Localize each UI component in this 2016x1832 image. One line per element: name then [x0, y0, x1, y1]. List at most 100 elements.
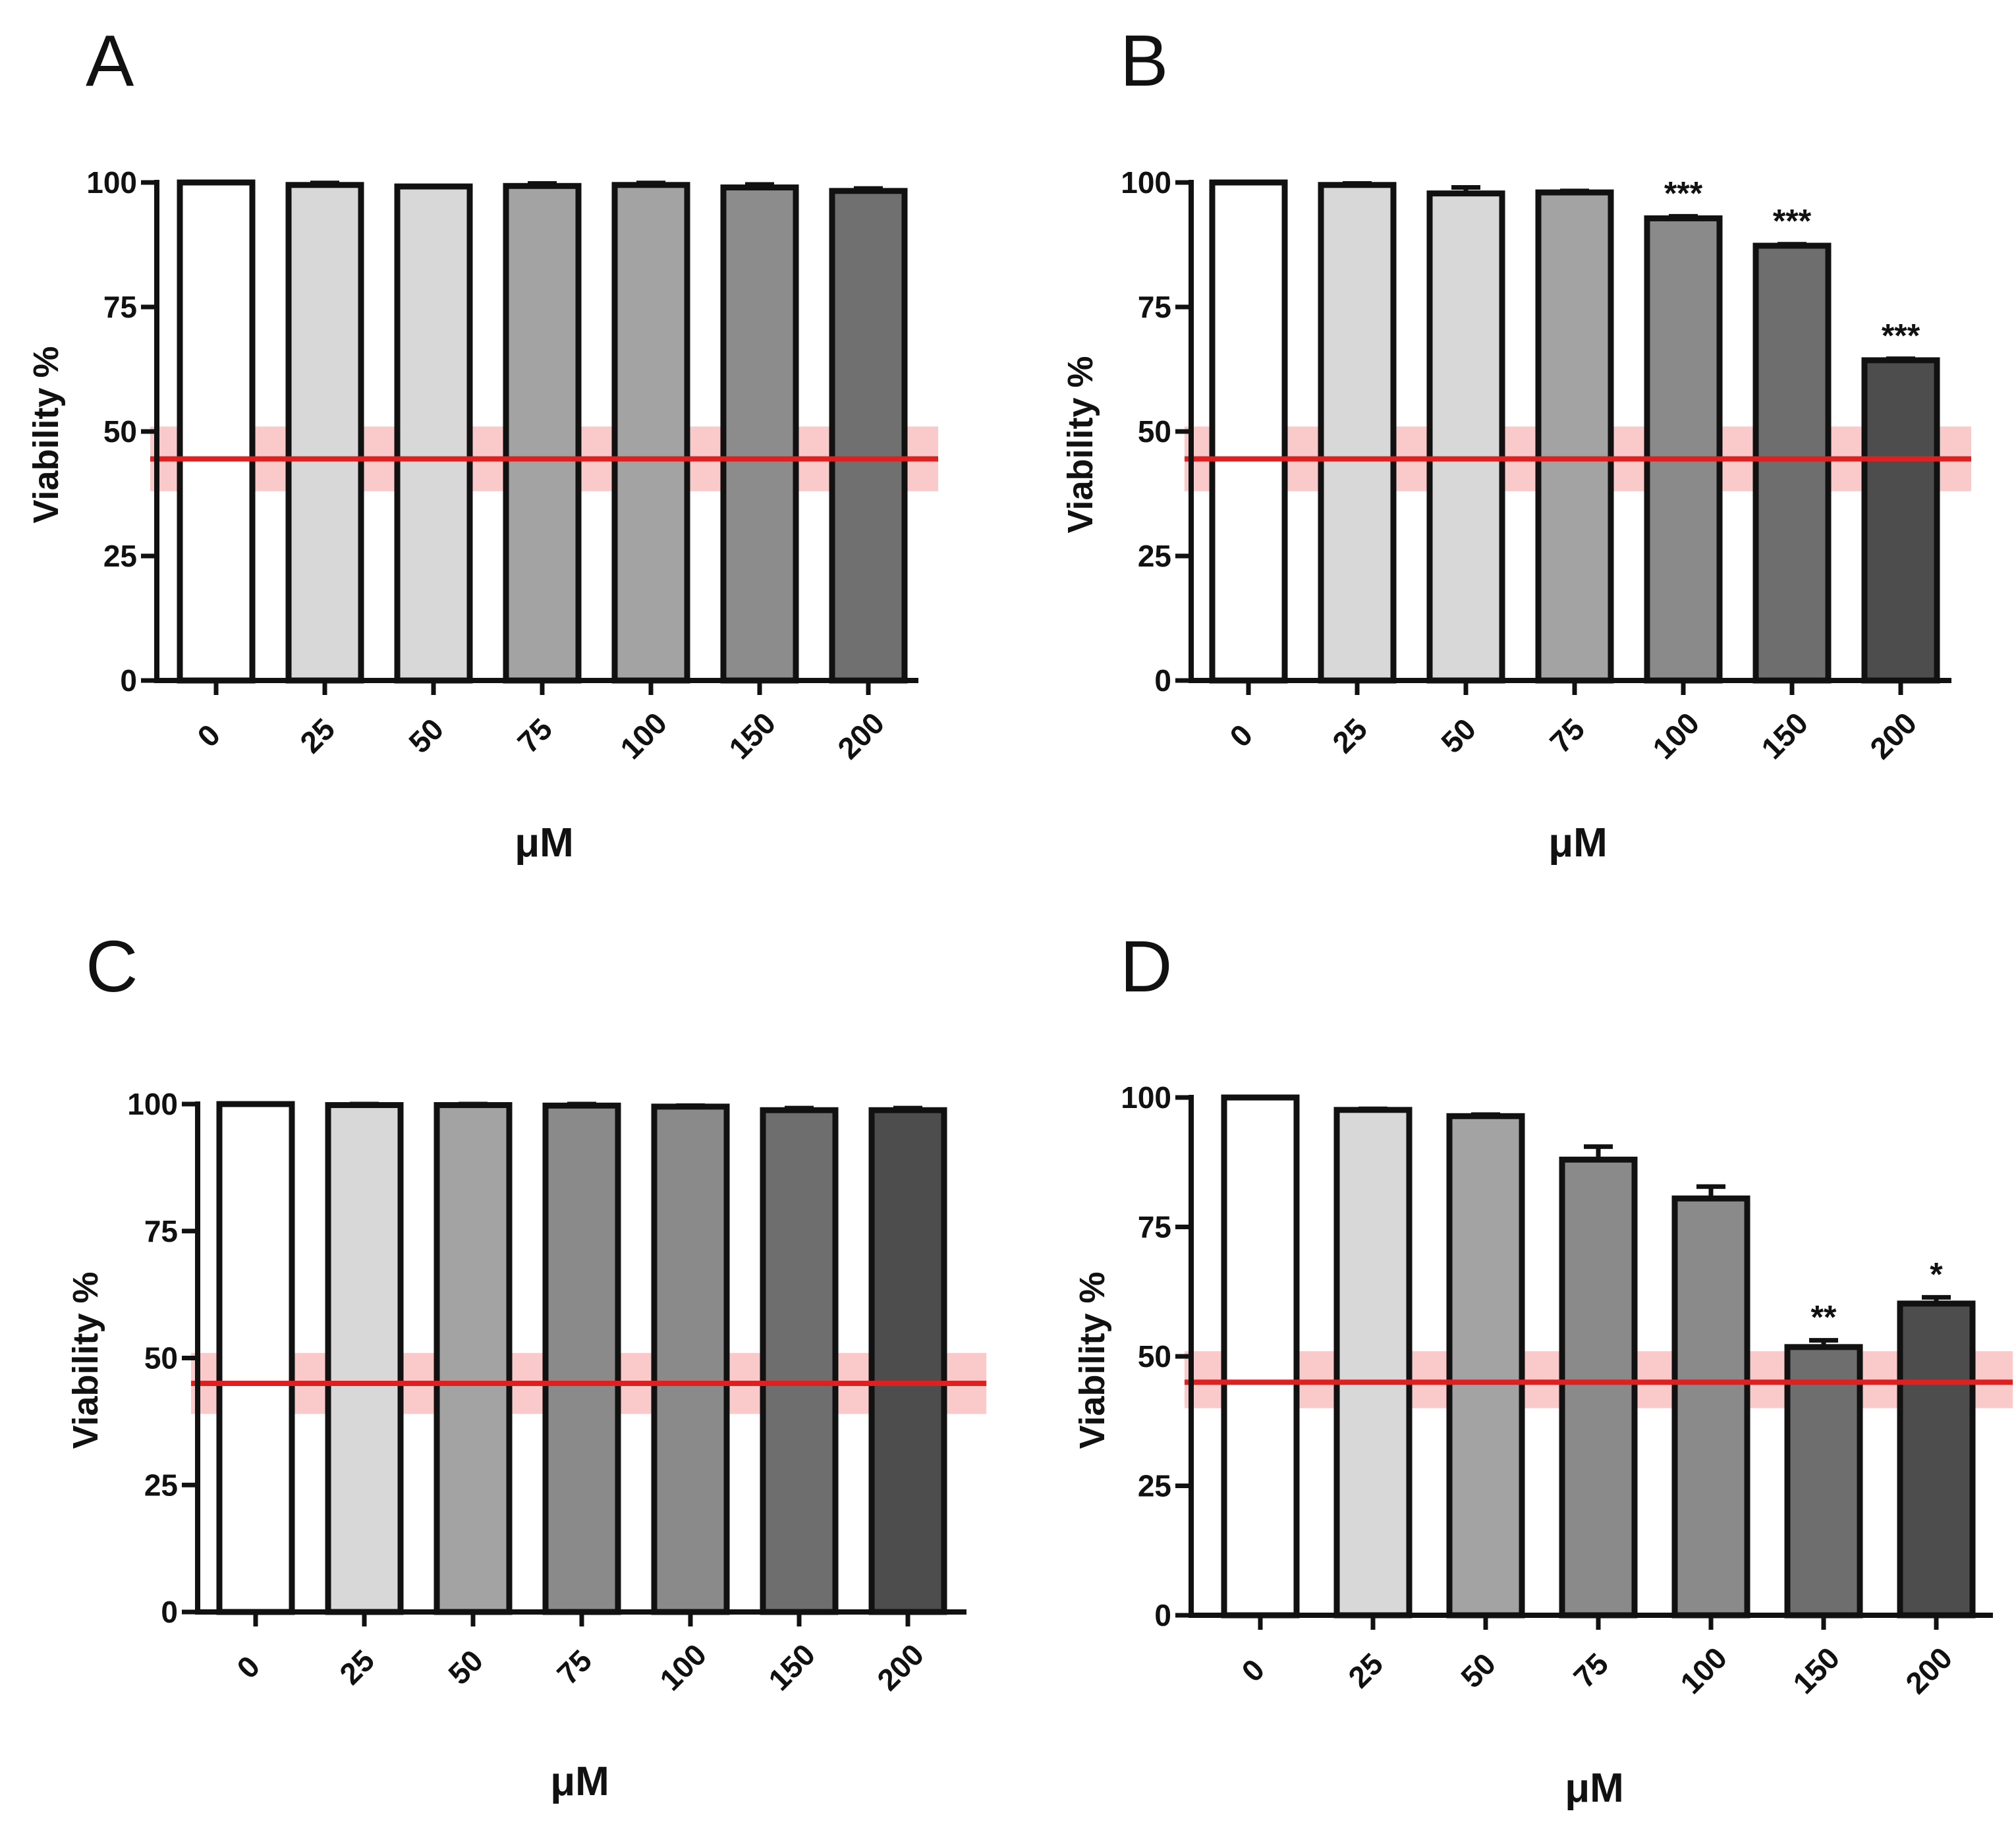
- bar-25: [1333, 1107, 1413, 1619]
- bar-150: [760, 1107, 839, 1615]
- bar-50: [1426, 190, 1505, 684]
- x-tick-label-150: 150: [762, 1637, 822, 1697]
- significance-marker-150: ***: [1773, 203, 1812, 240]
- plot-area-c: 0 25 50 75 100 150 200 0 25 50 75 100: [127, 1087, 986, 1697]
- x-tick-label-100: 100: [1646, 706, 1706, 765]
- bar-100: [1671, 1195, 1750, 1619]
- bar-100: [611, 182, 690, 684]
- x-tick-label-75: 75: [550, 1643, 598, 1691]
- bar-25: [325, 1102, 404, 1615]
- bar-200: [829, 188, 908, 684]
- x-tick-label-100: 100: [653, 1637, 713, 1697]
- chart-panel-a: A Viability % μM 0 25 50 75 100 150 200 0 25 50 75…: [26, 20, 938, 866]
- bar-150: [720, 184, 799, 684]
- bar-75: [1535, 189, 1614, 684]
- bar-50: [1446, 1113, 1525, 1619]
- y-tick-label-100: 100: [1121, 165, 1171, 200]
- x-tick-label-0: 0: [230, 1649, 266, 1685]
- bar-0: [1221, 1094, 1300, 1619]
- chart-panel-c: C Viability % μM 0 25 50 75 100 150 200 0 25 50 75…: [66, 926, 986, 1804]
- x-tick-label-25: 25: [293, 711, 341, 760]
- y-tick-label-100: 100: [1121, 1080, 1171, 1115]
- bar-50: [434, 1102, 513, 1615]
- bar-75: [542, 1102, 621, 1615]
- y-tick-label-75: 75: [103, 290, 137, 324]
- panel-label-c: C: [86, 926, 138, 1007]
- x-axis-label-a: μM: [515, 820, 574, 866]
- x-tick-label-0: 0: [190, 717, 227, 754]
- x-tick-label-50: 50: [441, 1643, 490, 1691]
- x-tick-label-200: 200: [1863, 706, 1923, 765]
- x-tick-label-0: 0: [1223, 717, 1259, 754]
- plot-area-d: 0 25 50 75 100 ** 150 * 200 0 25 50 75 100: [1121, 1080, 2013, 1700]
- y-axis-label-b: Viability %: [1061, 356, 1100, 533]
- significance-marker-200: *: [1930, 1256, 1943, 1292]
- x-axis-label-c: μM: [550, 1759, 609, 1804]
- bar-100: [1644, 215, 1723, 684]
- x-tick-label-200: 200: [831, 706, 891, 765]
- y-tick-label-25: 25: [1138, 1469, 1171, 1503]
- chart-panel-b: B Viability % μM 0 25 50 75 *** 100 *** 150 *** 2…: [1061, 20, 1971, 866]
- y-tick-label-0: 0: [120, 663, 137, 698]
- chart-panel-d: D Viability % μM 0 25 50 75 100 ** 150 * 200 0 25 5…: [1073, 926, 2013, 1811]
- y-tick-label-50: 50: [103, 414, 137, 449]
- significance-marker-100: ***: [1664, 175, 1703, 211]
- significance-marker-150: **: [1811, 1299, 1837, 1336]
- bar-150: [1784, 1344, 1863, 1619]
- x-axis-label-b: μM: [1548, 820, 1608, 866]
- bar-0: [1209, 179, 1288, 684]
- y-tick-label-25: 25: [103, 539, 137, 573]
- bar-50: [394, 183, 473, 684]
- bar-25: [285, 182, 364, 684]
- x-tick-label-50: 50: [1454, 1646, 1502, 1694]
- y-tick-label-25: 25: [144, 1468, 178, 1502]
- bar-75: [503, 182, 582, 684]
- y-tick-label-75: 75: [1138, 1210, 1171, 1244]
- y-axis-label-a: Viability %: [26, 346, 66, 523]
- bar-200: [868, 1107, 947, 1615]
- x-tick-label-25: 25: [1326, 711, 1374, 760]
- x-tick-label-25: 25: [333, 1643, 381, 1691]
- x-tick-label-150: 150: [722, 706, 782, 765]
- panel-label-d: D: [1120, 926, 1172, 1007]
- bar-150: [1752, 242, 1832, 684]
- y-tick-label-25: 25: [1138, 539, 1171, 573]
- y-tick-label-100: 100: [86, 165, 137, 200]
- y-tick-label-50: 50: [1138, 414, 1171, 449]
- bar-0: [216, 1101, 295, 1615]
- x-tick-label-150: 150: [1786, 1640, 1846, 1700]
- y-tick-label-50: 50: [1138, 1339, 1171, 1374]
- panel-label-b: B: [1120, 20, 1168, 101]
- plot-area-b: 0 25 50 75 *** 100 *** 150 *** 200 0 25 50 75 100: [1121, 165, 1971, 765]
- significance-marker-200: ***: [1882, 318, 1920, 354]
- bar-75: [1559, 1156, 1638, 1619]
- y-axis-label-c: Viability %: [66, 1271, 105, 1449]
- x-axis-label-d: μM: [1565, 1765, 1624, 1811]
- x-tick-label-200: 200: [1899, 1640, 1959, 1700]
- bar-200: [1861, 357, 1940, 684]
- y-tick-label-100: 100: [127, 1087, 178, 1121]
- x-tick-label-200: 200: [870, 1637, 930, 1697]
- x-tick-label-75: 75: [1543, 711, 1591, 760]
- y-tick-label-0: 0: [1154, 663, 1171, 698]
- x-tick-label-150: 150: [1754, 706, 1814, 765]
- x-tick-label-25: 25: [1341, 1646, 1389, 1694]
- bar-100: [651, 1103, 730, 1615]
- x-tick-label-75: 75: [1567, 1646, 1615, 1694]
- y-tick-label-75: 75: [1138, 290, 1171, 324]
- x-tick-label-100: 100: [1673, 1640, 1733, 1700]
- y-tick-label-75: 75: [144, 1214, 178, 1248]
- y-tick-label-0: 0: [1154, 1598, 1171, 1632]
- plot-area-a: 0 25 50 75 100 150 200 0 25 50 75 100: [86, 165, 938, 765]
- y-axis-label-d: Viability %: [1073, 1271, 1112, 1449]
- y-tick-label-0: 0: [161, 1595, 178, 1629]
- bar-25: [1318, 182, 1397, 684]
- panel-label-a: A: [86, 20, 134, 101]
- x-tick-label-0: 0: [1235, 1652, 1271, 1688]
- bar-200: [1897, 1300, 1976, 1619]
- bar-0: [177, 179, 256, 684]
- y-tick-label-50: 50: [144, 1341, 178, 1375]
- x-tick-label-50: 50: [1434, 711, 1482, 760]
- x-tick-label-75: 75: [511, 711, 559, 760]
